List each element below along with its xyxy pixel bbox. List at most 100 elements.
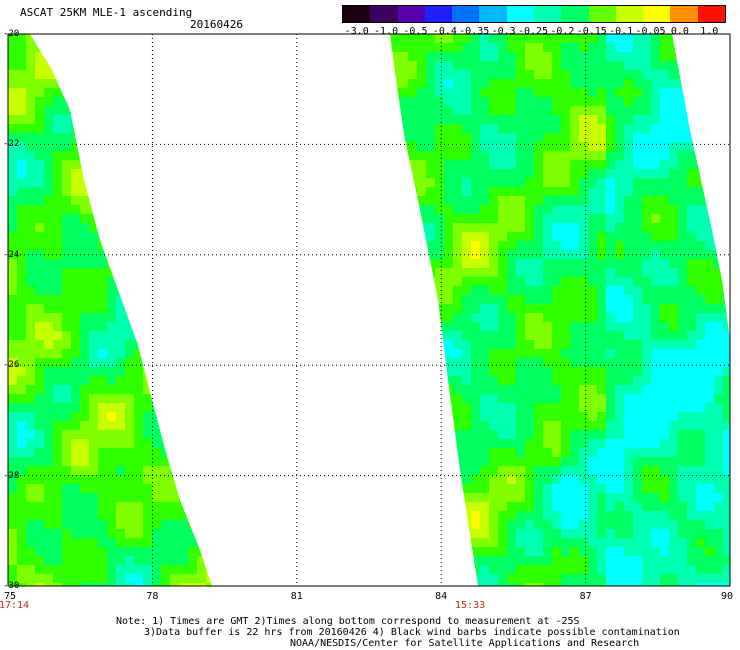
swath-cell — [588, 322, 597, 331]
swath-cell — [705, 367, 714, 376]
swath-cell — [188, 196, 197, 205]
swath-cell — [399, 232, 408, 241]
swath-cell — [516, 187, 525, 196]
swath-cell — [134, 34, 143, 43]
swath-cell — [561, 412, 570, 421]
swath-cell — [723, 394, 730, 403]
swath-cell — [489, 583, 498, 586]
swath-cell — [399, 223, 408, 232]
swath-cell — [35, 106, 44, 115]
color-scale-tick-label: -0.1 — [609, 26, 634, 37]
swath-cell — [516, 556, 525, 565]
latitude-label: -28 — [3, 470, 20, 481]
swath-cell — [399, 268, 408, 277]
swath-cell — [651, 277, 660, 286]
swath-cell — [390, 250, 399, 259]
swath-cell — [444, 565, 453, 574]
swath-cell — [399, 322, 408, 331]
swath-cell — [170, 286, 179, 295]
swath-cell — [678, 169, 687, 178]
swath-cell — [525, 232, 534, 241]
swath-cell — [660, 268, 669, 277]
swath-cell — [489, 187, 498, 196]
swath-cell — [435, 268, 444, 277]
swath-cell — [206, 205, 212, 214]
swath-cell — [35, 223, 44, 232]
swath-cell — [660, 412, 669, 421]
swath-cell — [453, 430, 462, 439]
swath-cell — [687, 304, 696, 313]
swath-cell — [624, 493, 633, 502]
swath-cell — [705, 106, 714, 115]
swath-cell — [143, 403, 152, 412]
swath-cell — [525, 583, 534, 586]
swath-cell — [453, 466, 462, 475]
swath-cell — [516, 313, 525, 322]
swath-cell — [62, 547, 71, 556]
swath-cell — [543, 124, 552, 133]
swath-cell — [696, 484, 705, 493]
swath-cell — [206, 439, 212, 448]
swath-cell — [80, 502, 89, 511]
swath-cell — [17, 250, 26, 259]
swath-cell — [552, 529, 561, 538]
swath-cell — [480, 115, 489, 124]
swath-cell — [134, 574, 143, 583]
swath-cell — [107, 61, 116, 70]
swath-cell — [687, 52, 696, 61]
swath-cell — [714, 43, 723, 52]
swath-cell — [660, 367, 669, 376]
swath-cell — [633, 178, 642, 187]
swath-cell — [408, 88, 417, 97]
swath-cell — [197, 574, 206, 583]
swath-cell — [417, 34, 426, 43]
swath-cell — [480, 511, 489, 520]
swath-cell — [705, 241, 714, 250]
swath-cell — [17, 97, 26, 106]
swath-cell — [471, 358, 480, 367]
swath-cell — [426, 88, 435, 97]
swath-cell — [390, 367, 399, 376]
swath-cell — [660, 394, 669, 403]
swath-cell — [615, 286, 624, 295]
swath-cell — [651, 106, 660, 115]
swath-cell — [453, 124, 462, 133]
swath-cell — [714, 493, 723, 502]
swath-cell — [525, 349, 534, 358]
swath-cell — [8, 304, 17, 313]
swath-cell — [597, 286, 606, 295]
swath-cell — [44, 412, 53, 421]
swath-cell — [71, 502, 80, 511]
swath-cell — [570, 70, 579, 79]
swath-cell — [170, 70, 179, 79]
swath-cell — [480, 232, 489, 241]
swath-cell — [89, 574, 98, 583]
swath-cell — [552, 484, 561, 493]
swath-cell — [678, 124, 687, 133]
swath-cell — [651, 331, 660, 340]
swath-cell — [588, 151, 597, 160]
swath-cell — [489, 61, 498, 70]
swath-cell — [71, 349, 80, 358]
swath-cell — [687, 340, 696, 349]
swath-cell — [408, 376, 417, 385]
swath-cell — [534, 97, 543, 106]
swath-cell — [170, 250, 179, 259]
swath-cell — [669, 556, 678, 565]
swath-cell — [161, 52, 170, 61]
swath-cell — [444, 295, 453, 304]
swath-cell — [552, 583, 561, 586]
swath-cell — [107, 295, 116, 304]
swath-cell — [179, 304, 188, 313]
swath-cell — [71, 169, 80, 178]
swath-cell — [206, 574, 212, 583]
swath-cell — [561, 538, 570, 547]
swath-cell — [26, 232, 35, 241]
swath-cell — [453, 178, 462, 187]
swath-cell — [651, 223, 660, 232]
swath-cell — [179, 547, 188, 556]
swath-cell — [651, 403, 660, 412]
swath-cell — [579, 304, 588, 313]
swath-cell — [597, 466, 606, 475]
swath-cell — [188, 61, 197, 70]
